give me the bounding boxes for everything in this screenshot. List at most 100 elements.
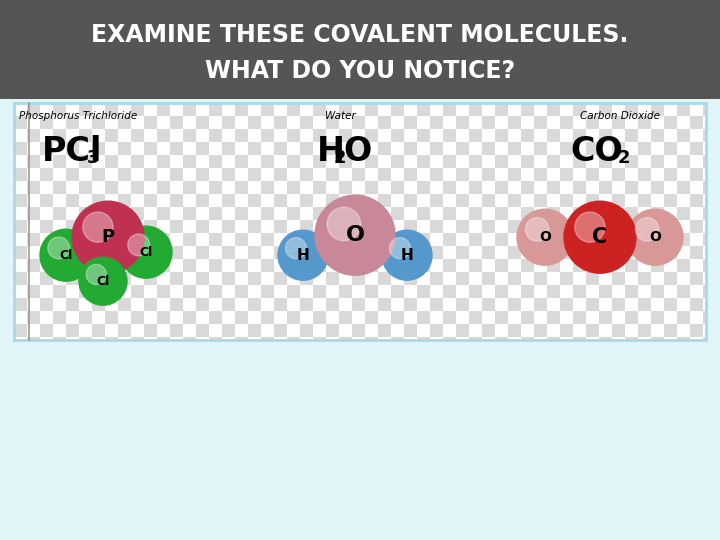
Bar: [170, 194, 183, 207]
Bar: [248, 259, 261, 272]
Bar: [495, 155, 508, 168]
Bar: [378, 272, 391, 285]
Bar: [664, 324, 677, 337]
Bar: [599, 233, 612, 246]
Bar: [430, 129, 443, 142]
Bar: [14, 168, 27, 181]
Bar: [521, 246, 534, 259]
Bar: [248, 220, 261, 233]
Bar: [508, 207, 521, 220]
Bar: [677, 155, 690, 168]
Bar: [105, 246, 118, 259]
Bar: [92, 259, 105, 272]
Bar: [612, 155, 625, 168]
Bar: [495, 337, 508, 340]
Bar: [209, 155, 222, 168]
Bar: [703, 311, 706, 324]
Bar: [482, 103, 495, 116]
Bar: [105, 194, 118, 207]
Bar: [313, 259, 326, 272]
Bar: [430, 142, 443, 155]
Bar: [183, 155, 196, 168]
Bar: [547, 285, 560, 298]
Bar: [170, 311, 183, 324]
Bar: [209, 285, 222, 298]
Bar: [196, 272, 209, 285]
Bar: [430, 285, 443, 298]
Bar: [209, 116, 222, 129]
Bar: [27, 168, 40, 181]
Bar: [482, 181, 495, 194]
Bar: [339, 168, 352, 181]
Bar: [313, 311, 326, 324]
Bar: [495, 233, 508, 246]
Bar: [612, 324, 625, 337]
Bar: [261, 220, 274, 233]
Bar: [391, 155, 404, 168]
Bar: [417, 246, 430, 259]
Bar: [339, 142, 352, 155]
Bar: [651, 103, 664, 116]
Bar: [79, 220, 92, 233]
Bar: [443, 194, 456, 207]
Bar: [313, 285, 326, 298]
Bar: [573, 285, 586, 298]
Bar: [482, 272, 495, 285]
Bar: [79, 298, 92, 311]
Bar: [196, 194, 209, 207]
Bar: [92, 142, 105, 155]
Bar: [326, 129, 339, 142]
Bar: [118, 155, 131, 168]
Bar: [14, 337, 27, 340]
Bar: [183, 103, 196, 116]
Bar: [534, 259, 547, 272]
Bar: [339, 103, 352, 116]
Bar: [638, 142, 651, 155]
Bar: [521, 233, 534, 246]
Bar: [690, 129, 703, 142]
Bar: [144, 246, 157, 259]
Bar: [14, 298, 27, 311]
Circle shape: [340, 220, 384, 265]
Bar: [105, 142, 118, 155]
Circle shape: [526, 218, 549, 241]
Bar: [79, 246, 92, 259]
Bar: [196, 129, 209, 142]
Bar: [560, 103, 573, 116]
Bar: [430, 311, 443, 324]
Bar: [508, 142, 521, 155]
Bar: [14, 207, 27, 220]
Bar: [404, 129, 417, 142]
Bar: [469, 129, 482, 142]
Bar: [573, 103, 586, 116]
Bar: [300, 311, 313, 324]
Bar: [274, 272, 287, 285]
Bar: [248, 298, 261, 311]
Circle shape: [535, 227, 565, 258]
Bar: [144, 155, 157, 168]
Bar: [196, 103, 209, 116]
Bar: [105, 155, 118, 168]
Bar: [625, 155, 638, 168]
Circle shape: [278, 230, 328, 280]
Bar: [66, 246, 79, 259]
Bar: [521, 168, 534, 181]
Bar: [105, 324, 118, 337]
Bar: [196, 155, 209, 168]
Bar: [404, 285, 417, 298]
Bar: [14, 285, 27, 298]
Bar: [625, 259, 638, 272]
Bar: [599, 246, 612, 259]
Bar: [378, 285, 391, 298]
Bar: [703, 220, 706, 233]
Bar: [690, 142, 703, 155]
Bar: [573, 311, 586, 324]
Text: O: O: [539, 230, 551, 244]
Bar: [274, 129, 287, 142]
Text: C: C: [593, 227, 608, 247]
Bar: [79, 103, 92, 116]
Bar: [521, 324, 534, 337]
Bar: [664, 155, 677, 168]
Bar: [170, 142, 183, 155]
Bar: [339, 259, 352, 272]
